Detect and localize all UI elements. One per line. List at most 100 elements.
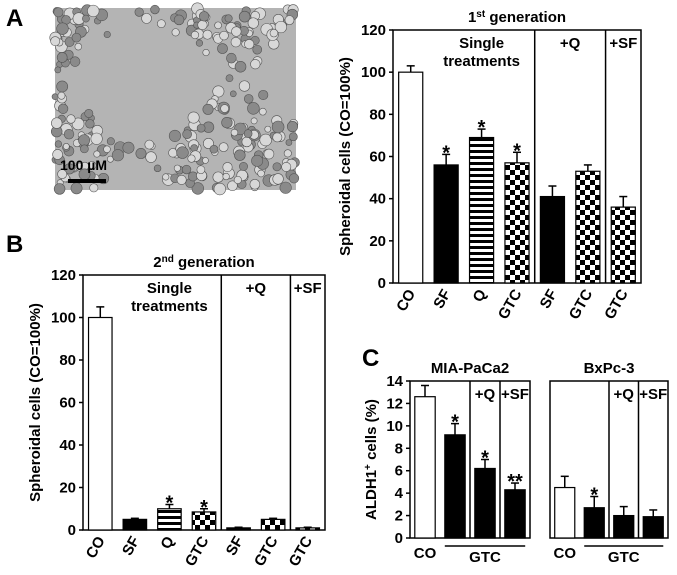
cell	[279, 181, 292, 194]
y-tick-label: 40	[59, 437, 76, 454]
cell	[219, 30, 229, 41]
cell	[82, 14, 90, 23]
cell	[238, 10, 251, 23]
cell	[54, 140, 63, 148]
cell	[181, 164, 192, 175]
bar	[433, 164, 459, 284]
bar	[87, 316, 113, 531]
cell	[87, 4, 100, 18]
x-tick-label: CO	[83, 533, 109, 561]
y-axis-label-part: ALDH1	[363, 470, 380, 520]
group-label: +Q	[246, 280, 267, 297]
significance: *	[200, 497, 208, 519]
cell	[52, 149, 63, 160]
group-label: Single	[459, 35, 504, 52]
cell	[150, 4, 160, 15]
group-label: +Q	[614, 386, 635, 403]
bar	[122, 518, 148, 531]
cell	[51, 117, 63, 129]
micrograph	[49, 2, 300, 196]
group-label: +SF	[639, 386, 667, 403]
cell	[212, 85, 225, 98]
cell	[220, 104, 229, 113]
y-tick-label: 12	[386, 395, 403, 412]
cell	[226, 52, 237, 64]
cell	[224, 14, 233, 23]
bar	[583, 507, 605, 539]
group-label: +Q	[475, 386, 496, 403]
y-tick-label: 100	[361, 64, 386, 81]
cell	[259, 133, 272, 147]
cell	[222, 172, 230, 181]
chart-title-part: 1	[468, 9, 476, 26]
y-tick-label: 20	[369, 233, 386, 250]
x-group-label: GTC	[608, 549, 640, 566]
cell	[134, 7, 144, 17]
cell	[56, 22, 69, 35]
cell	[57, 91, 66, 100]
cell	[222, 162, 233, 173]
x-tick-label: CO	[393, 286, 419, 314]
group-label: +SF	[294, 280, 322, 297]
bar	[613, 514, 635, 539]
bar	[468, 136, 495, 284]
cell	[230, 128, 239, 137]
x-tick-label: SF	[430, 287, 454, 312]
cell	[93, 150, 101, 158]
cell	[135, 148, 147, 159]
cell	[212, 171, 224, 183]
bar	[414, 396, 436, 539]
cell	[239, 162, 248, 171]
x-tick-label: GTC	[182, 533, 213, 569]
cell	[62, 143, 70, 150]
chart-title: 1st generation	[468, 9, 566, 27]
cell	[238, 80, 251, 92]
cell	[243, 94, 254, 104]
chart-title: 2nd generation	[153, 254, 254, 272]
cell	[80, 144, 89, 154]
cell	[90, 132, 103, 145]
cell	[258, 89, 269, 100]
x-group-label: GTC	[469, 549, 501, 566]
significance: *	[451, 412, 459, 434]
cell	[57, 103, 69, 114]
cell	[70, 182, 83, 195]
y-tick-label: 8	[395, 440, 403, 457]
cell	[272, 162, 282, 172]
group-label: +SF	[501, 386, 529, 403]
cell	[202, 157, 209, 164]
cell	[66, 114, 76, 124]
x-tick-label: GTC	[566, 286, 597, 322]
y-axis-label: Spheroidal cells (CO=100%)	[27, 303, 44, 502]
cell	[71, 117, 85, 131]
bar	[642, 516, 664, 539]
cell	[162, 173, 170, 181]
y-axis-label-part: cells (%)	[363, 399, 380, 464]
x-tick-label: CO	[554, 545, 577, 562]
cell	[202, 48, 210, 57]
cell	[56, 80, 69, 93]
y-tick-label: 2	[395, 508, 403, 525]
cell	[153, 164, 162, 173]
chart-title-part: BxPc-3	[584, 360, 635, 377]
y-axis-label-part: +	[363, 464, 374, 470]
cell	[173, 164, 181, 172]
group-label: treatments	[443, 53, 520, 70]
y-tick-label: 20	[59, 480, 76, 497]
group-label: Single	[147, 280, 192, 297]
y-tick-label: 6	[395, 463, 403, 480]
cell	[54, 66, 62, 74]
bar	[444, 434, 466, 539]
cell	[198, 11, 210, 22]
bar	[575, 170, 601, 284]
cell	[234, 60, 247, 73]
cell	[217, 43, 228, 54]
cell	[283, 149, 292, 158]
cell	[187, 154, 196, 163]
bar	[504, 162, 530, 284]
scale-label: 100 µM	[60, 157, 107, 173]
cell	[171, 28, 180, 37]
cell	[141, 13, 152, 24]
cell	[50, 36, 61, 47]
cell	[187, 171, 198, 182]
